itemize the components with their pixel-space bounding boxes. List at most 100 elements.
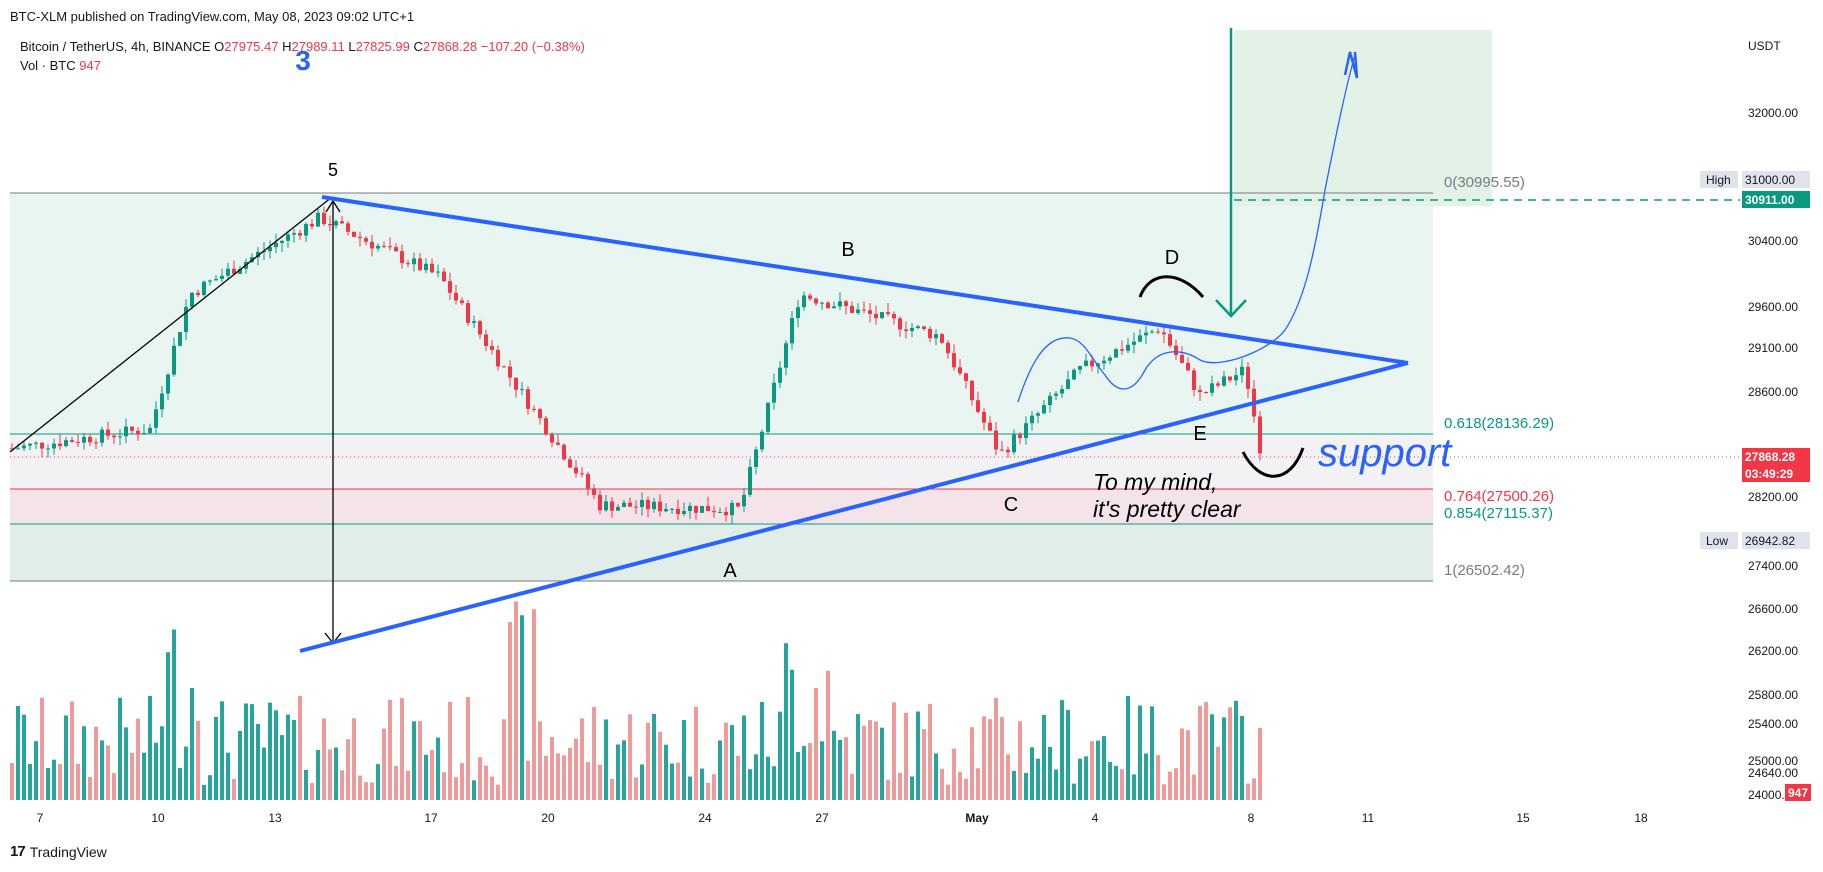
candle-body: [514, 377, 518, 390]
y-tick: 27400.00: [1748, 559, 1798, 573]
candle-body: [400, 251, 404, 264]
volume-bar: [34, 741, 38, 800]
candle-body: [1192, 370, 1196, 390]
x-tick: May: [965, 811, 989, 825]
volume-bar: [400, 698, 404, 800]
candle-body: [1246, 366, 1250, 389]
candle-body: [292, 232, 296, 235]
candle-body: [1258, 416, 1262, 454]
candle-body: [448, 281, 452, 293]
volume-bar: [958, 771, 962, 800]
candle-body: [550, 434, 554, 443]
ohlc-l-label: L: [348, 39, 356, 54]
candle-body: [100, 429, 104, 443]
volume-bar: [940, 768, 944, 800]
volume-bar: [286, 714, 290, 800]
support-arc: [1241, 447, 1305, 478]
candle-body: [604, 501, 608, 511]
candle-body: [1180, 354, 1184, 363]
candle-body: [1006, 449, 1010, 453]
fib-zone-lower: [10, 524, 1433, 581]
volume-bar: [94, 726, 98, 800]
candle-body: [358, 236, 362, 239]
candle-body: [748, 466, 752, 495]
candle-body: [1222, 376, 1226, 386]
candle-body: [772, 382, 776, 403]
tradingview-logo[interactable]: 17 TradingView: [10, 843, 107, 860]
candle-body: [124, 426, 128, 437]
volume-bar: [1030, 747, 1034, 800]
candle-body: [214, 278, 218, 281]
candle-body: [706, 505, 710, 512]
volume-bar: [106, 745, 110, 800]
candle-body: [46, 448, 50, 450]
volume-bar: [772, 766, 776, 800]
candle-body: [1084, 360, 1088, 366]
volume-bar: [418, 721, 422, 800]
volume-bar: [1006, 754, 1010, 800]
candle-body: [412, 258, 416, 265]
candle-body: [958, 367, 962, 374]
tv-brand: TradingView: [29, 843, 107, 860]
y-tick: 25400.00: [1748, 717, 1798, 731]
candle-body: [946, 342, 950, 354]
volume-bar: [1144, 753, 1148, 800]
volume-bar: [70, 701, 74, 800]
candle-body: [862, 309, 866, 311]
volume-legend[interactable]: Vol · BTC 947: [20, 58, 101, 73]
candle-body: [484, 334, 488, 346]
candle-body: [118, 436, 122, 438]
volume-bar: [580, 718, 584, 800]
wave-label-C: C: [1004, 494, 1018, 516]
candle-body: [712, 511, 716, 513]
candle-body: [88, 436, 92, 443]
volume-bar: [802, 746, 806, 800]
volume-bar: [604, 719, 608, 800]
volume-bar: [460, 763, 464, 800]
candle-body: [1204, 392, 1208, 394]
volume-bar: [472, 780, 476, 800]
volume-bar: [658, 731, 662, 800]
candle-body: [1042, 405, 1046, 414]
candle-body: [64, 440, 68, 447]
volume-bar: [298, 695, 302, 800]
volume-bar: [826, 670, 830, 800]
volume-bar: [574, 738, 578, 800]
candle-body: [880, 312, 884, 319]
fib-label-0.764: 0.764(27500.26): [1444, 488, 1554, 505]
volume-bar: [994, 697, 998, 800]
volume-bar: [694, 706, 698, 800]
candle-body: [886, 312, 890, 314]
volume-bar: [316, 749, 320, 800]
volume-bar: [850, 773, 854, 800]
volume-bar: [178, 767, 182, 800]
volume-bar: [1198, 705, 1202, 800]
volume-bar: [304, 769, 308, 800]
volume-bar: [742, 715, 746, 800]
candle-body: [910, 328, 914, 331]
volume-bar: [1120, 769, 1124, 800]
candle-body: [694, 505, 698, 513]
candle-body: [1138, 335, 1142, 342]
candle-body: [856, 309, 860, 313]
symbol-legend[interactable]: Bitcoin / TetherUS, 4h, BINANCE O27975.4…: [20, 39, 585, 54]
volume-bar: [406, 770, 410, 800]
candle-body: [568, 459, 572, 468]
volume-bar: [10, 763, 14, 800]
volume-bar: [766, 756, 770, 800]
candle-body: [496, 349, 500, 367]
volume-bar: [562, 755, 566, 800]
candle-body: [844, 301, 848, 306]
candle-body: [634, 506, 638, 508]
volume-bar: [844, 737, 848, 800]
volume-bar: [670, 763, 674, 800]
candle-body: [784, 343, 788, 368]
candle-body: [1030, 415, 1034, 424]
volume-bar: [1084, 756, 1088, 800]
triangle-upper-line: [321, 195, 1409, 365]
volume-bar: [196, 720, 200, 800]
candle-body: [526, 389, 530, 409]
candle-body: [658, 501, 662, 512]
